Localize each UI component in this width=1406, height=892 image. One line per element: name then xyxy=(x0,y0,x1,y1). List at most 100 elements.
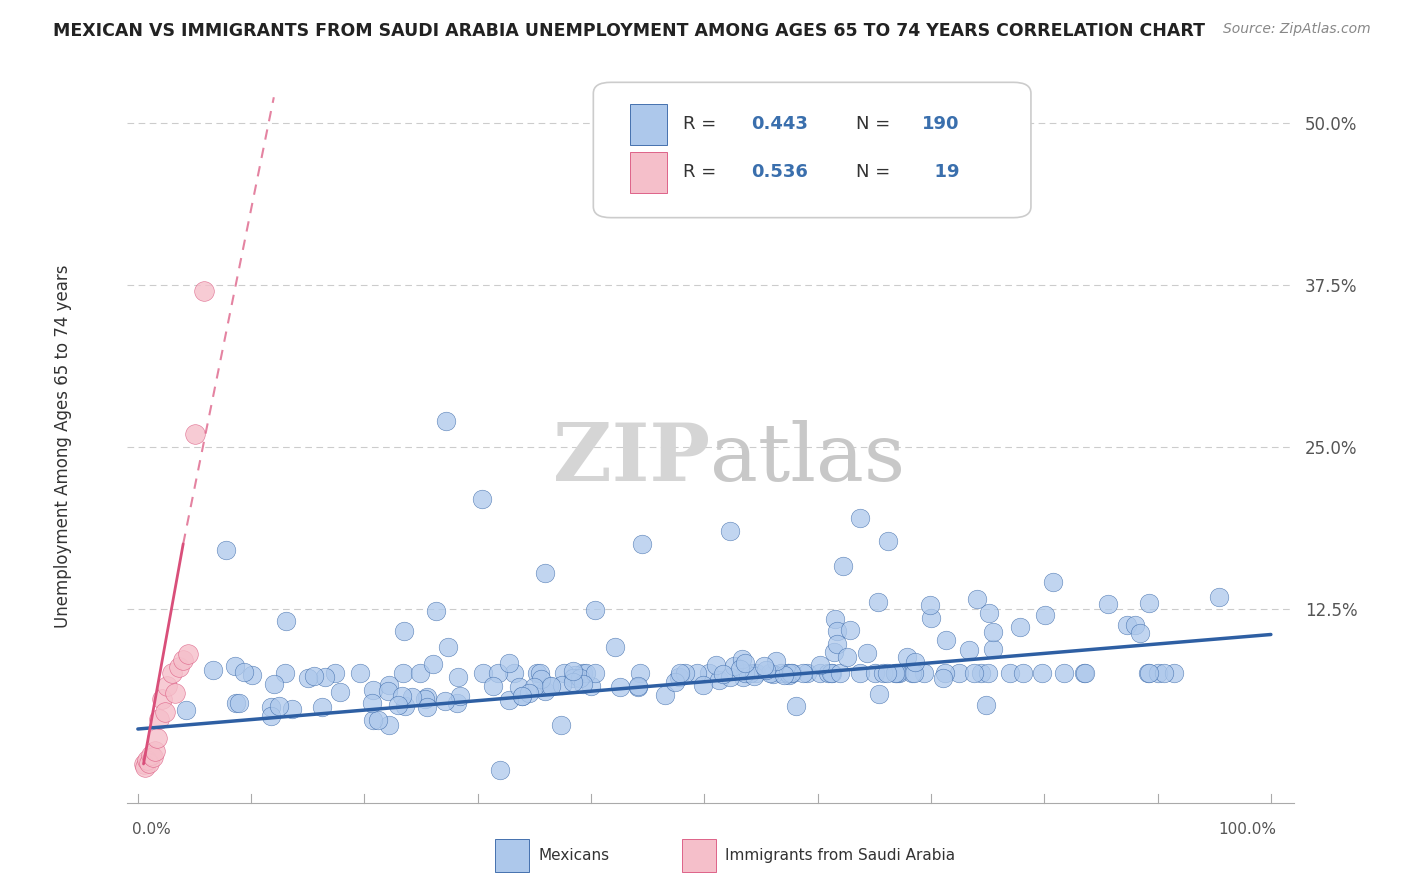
FancyBboxPatch shape xyxy=(682,838,716,872)
Point xyxy=(817,666,839,681)
Point xyxy=(904,655,927,669)
Point xyxy=(762,667,785,681)
Point xyxy=(868,687,890,701)
FancyBboxPatch shape xyxy=(630,103,666,145)
Text: 0.536: 0.536 xyxy=(751,163,808,181)
Point xyxy=(433,694,456,708)
Point xyxy=(142,750,165,764)
Point xyxy=(780,666,803,681)
Point xyxy=(177,647,200,661)
Point xyxy=(581,679,603,693)
Point xyxy=(361,682,384,697)
Point xyxy=(572,666,595,681)
Point xyxy=(1042,575,1064,590)
Point xyxy=(263,677,285,691)
Point xyxy=(297,672,319,686)
Point xyxy=(156,679,179,693)
Point xyxy=(550,677,572,691)
Point xyxy=(165,686,187,700)
Point xyxy=(228,697,250,711)
Point xyxy=(416,700,439,714)
Text: Immigrants from Saudi Arabia: Immigrants from Saudi Arabia xyxy=(725,848,955,863)
Point xyxy=(884,666,907,681)
Point xyxy=(488,763,510,777)
Point xyxy=(692,678,714,692)
Point xyxy=(202,663,225,677)
Point xyxy=(538,679,561,693)
Point xyxy=(903,666,925,681)
Point xyxy=(377,678,399,692)
Text: R =: R = xyxy=(683,115,723,133)
Point xyxy=(1163,666,1185,681)
Point xyxy=(856,647,879,661)
Point xyxy=(225,696,247,710)
Point xyxy=(471,666,494,681)
Point xyxy=(974,698,997,712)
Point xyxy=(686,666,709,681)
Point xyxy=(948,666,970,681)
Point xyxy=(839,623,862,637)
Point xyxy=(745,666,768,681)
Point xyxy=(1097,597,1119,611)
Text: 19: 19 xyxy=(922,163,960,181)
Point xyxy=(436,640,458,654)
Point xyxy=(533,683,555,698)
Point xyxy=(1008,620,1031,634)
Point xyxy=(449,689,471,703)
Point xyxy=(571,677,593,691)
Point xyxy=(134,759,156,773)
Point xyxy=(849,666,872,681)
Point xyxy=(224,658,246,673)
Point xyxy=(523,680,546,694)
Text: 0.0%: 0.0% xyxy=(132,822,172,838)
Point xyxy=(498,656,520,670)
Point xyxy=(1116,618,1139,632)
Point xyxy=(510,690,533,704)
Point xyxy=(630,537,652,551)
Text: N =: N = xyxy=(856,115,896,133)
Point xyxy=(146,731,169,745)
Point xyxy=(138,756,160,770)
Point xyxy=(821,666,844,681)
FancyBboxPatch shape xyxy=(593,82,1031,218)
Point xyxy=(240,668,263,682)
Point xyxy=(329,685,352,699)
Point xyxy=(1208,590,1230,604)
Point xyxy=(1123,618,1146,632)
Point xyxy=(367,713,389,727)
Point xyxy=(808,657,831,672)
Point xyxy=(887,666,910,681)
Point xyxy=(553,666,575,681)
Point xyxy=(957,643,980,657)
Point xyxy=(274,615,297,629)
Point xyxy=(981,642,1004,657)
Point xyxy=(232,665,254,679)
Text: MEXICAN VS IMMIGRANTS FROM SAUDI ARABIA UNEMPLOYMENT AMONG AGES 65 TO 74 YEARS C: MEXICAN VS IMMIGRANTS FROM SAUDI ARABIA … xyxy=(53,22,1205,40)
Text: Source: ZipAtlas.com: Source: ZipAtlas.com xyxy=(1223,22,1371,37)
Point xyxy=(785,699,807,714)
Point xyxy=(932,671,955,685)
Text: ZIP: ZIP xyxy=(553,420,710,498)
Point xyxy=(835,650,858,665)
Point xyxy=(1011,666,1033,681)
Point xyxy=(583,666,606,681)
Point xyxy=(160,666,183,681)
Point xyxy=(752,659,775,673)
Point xyxy=(281,702,304,716)
Point xyxy=(1053,666,1076,681)
Point xyxy=(824,612,846,626)
Point xyxy=(361,696,384,710)
Point xyxy=(349,666,371,681)
Point xyxy=(377,684,399,698)
Point xyxy=(1146,666,1168,681)
Point xyxy=(918,598,941,612)
Point xyxy=(193,285,215,299)
Point xyxy=(436,414,458,428)
Point xyxy=(1129,626,1152,640)
Point xyxy=(409,666,432,681)
Point xyxy=(562,671,585,685)
Text: N =: N = xyxy=(856,163,896,181)
Point xyxy=(534,566,557,580)
Point xyxy=(977,607,1000,621)
Point xyxy=(664,674,686,689)
